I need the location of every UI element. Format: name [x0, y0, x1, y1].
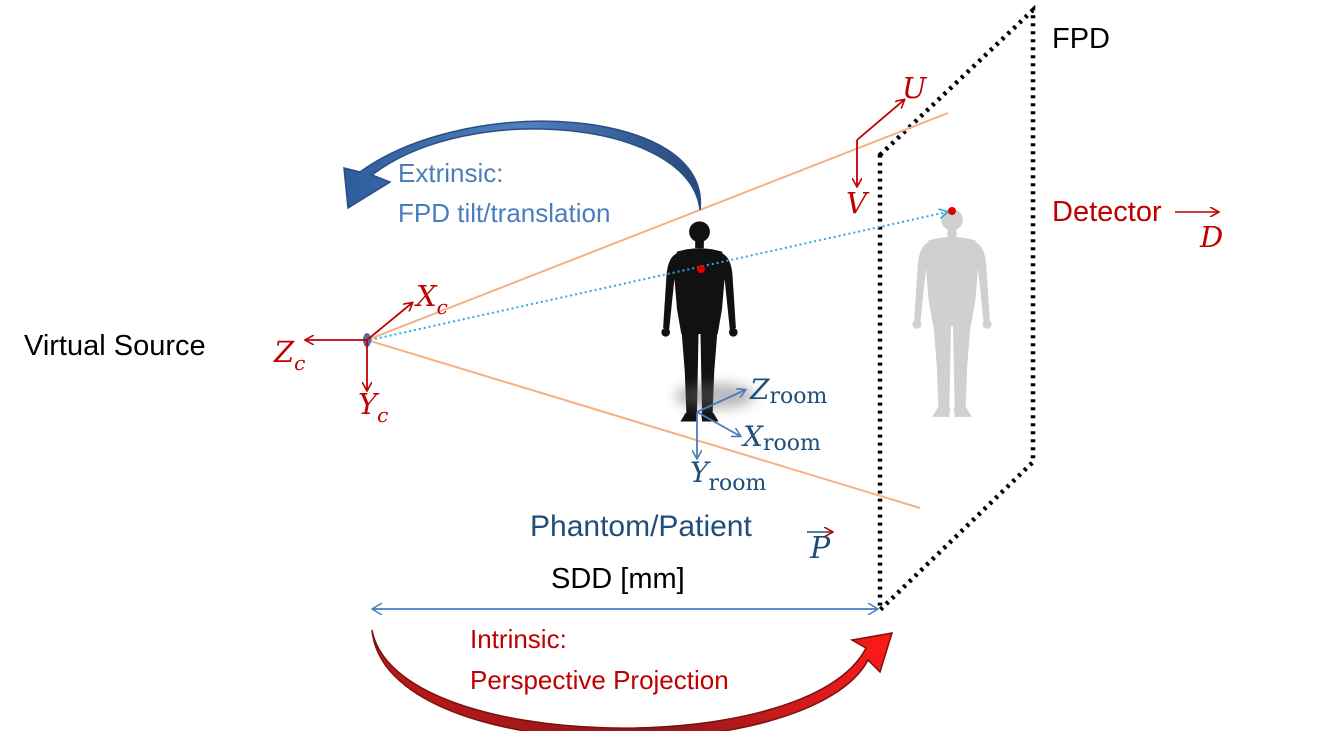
- room-z-label: Zroom: [749, 373, 827, 409]
- detector-label: Detector: [1052, 196, 1162, 228]
- camera-x-axis: [366, 303, 412, 341]
- camera-axes: [306, 303, 412, 390]
- room-z-axis: [696, 390, 745, 413]
- beam-ray-upper: [366, 112, 949, 341]
- camera-y-label: Yc: [358, 387, 388, 427]
- detector-u-axis: [856, 100, 904, 141]
- room-x-label: Xroom: [741, 420, 821, 456]
- intrinsic-arrow: [371, 629, 894, 731]
- detector-center-point: [948, 207, 956, 215]
- patient-center-point: [697, 265, 705, 273]
- room-x-axis: [696, 411, 740, 436]
- detector-axes: [857, 100, 904, 186]
- extrinsic-arrow: [343, 120, 701, 211]
- fpd-label: FPD: [1052, 23, 1110, 55]
- camera-z-label: Zc: [273, 335, 305, 375]
- phantom-label: Phantom/Patient: [530, 510, 752, 543]
- camera-x-label: Xc: [414, 279, 448, 319]
- detector-v-label: V: [846, 186, 870, 220]
- central-ray: [369, 212, 947, 341]
- room-y-label: Yroom: [690, 456, 766, 496]
- extrinsic-label-line2: FPD tilt/translation: [398, 198, 610, 228]
- detector-u-label: U: [902, 71, 928, 105]
- intrinsic-label-line1: Intrinsic:: [470, 624, 567, 654]
- room-axes: [697, 390, 745, 458]
- detector-subscript: D: [1199, 220, 1223, 254]
- room-origin-shadow: [675, 383, 755, 409]
- beam-ray-lower: [366, 339, 921, 509]
- virtual-source-label: Virtual Source: [24, 330, 206, 362]
- intrinsic-label-line2: Perspective Projection: [470, 665, 729, 695]
- phantom-subscript: P: [809, 531, 831, 566]
- projected-silhouette: [912, 209, 992, 417]
- extrinsic-label-line1: Extrinsic:: [398, 158, 503, 188]
- sdd-label: SDD [mm]: [551, 563, 685, 595]
